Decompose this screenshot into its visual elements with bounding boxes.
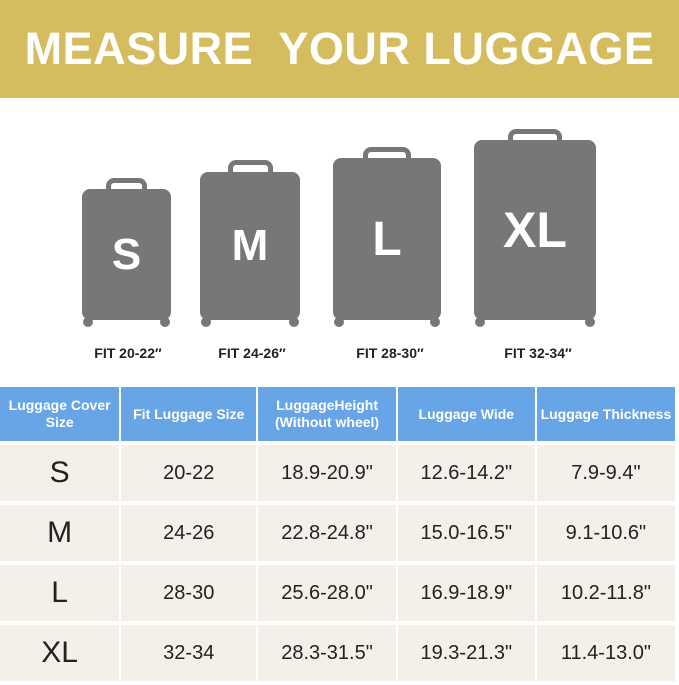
value-cell: 19.3-21.3" [397, 625, 535, 681]
value-cell: 18.9-20.9" [258, 445, 396, 501]
wheel-icon [585, 317, 595, 327]
value-cell: 28.3-31.5" [258, 625, 396, 681]
value-cell: 11.4-13.0" [536, 625, 675, 681]
wheel-icon [430, 317, 440, 327]
handle-icon [362, 147, 412, 163]
value-cell: 22.8-24.8" [258, 505, 396, 561]
table-row: L 28-30 25.6-28.0" 16.9-18.9" 10.2-11.8" [0, 565, 675, 621]
value-cell: 9.1-10.6" [536, 505, 675, 561]
value-cell: 25.6-28.0" [258, 565, 396, 621]
wheel-icon [289, 317, 299, 327]
suitcase-label: L [333, 158, 441, 320]
suitcase-label: M [200, 172, 300, 320]
column-header: Luggage Thickness [536, 387, 675, 441]
handle-icon [106, 178, 147, 194]
suitcase-label: S [82, 189, 171, 320]
wheel-icon [160, 317, 170, 327]
wheel-icon [334, 317, 344, 327]
wheel-icon [475, 317, 485, 327]
value-cell: 16.9-18.9" [397, 565, 535, 621]
size-table: Luggage Cover Size Fit Luggage Size Luggag… [0, 383, 677, 685]
table-row: M 24-26 22.8-24.8" 15.0-16.5" 9.1-10.6" [0, 505, 675, 561]
column-header: Fit Luggage Size [121, 387, 257, 441]
title-banner: MEASURE YOUR LUGGAGE [0, 0, 679, 98]
size-cell: S [0, 445, 120, 501]
fit-label: FIT 28-30″ [356, 345, 424, 361]
size-cell: L [0, 565, 120, 621]
value-cell: 24-26 [121, 505, 257, 561]
table-row: S 20-22 18.9-20.9" 12.6-14.2" 7.9-9.4" [0, 445, 675, 501]
column-header: Luggage Cover Size [0, 387, 120, 441]
value-cell: 32-34 [121, 625, 257, 681]
value-cell: 20-22 [121, 445, 257, 501]
handle-icon [507, 129, 563, 145]
table-header-row: Luggage Cover Size Fit Luggage Size Luggag… [0, 387, 675, 441]
value-cell: 7.9-9.4" [536, 445, 675, 501]
size-cell: M [0, 505, 120, 561]
column-header: Luggage Wide [397, 387, 535, 441]
suitcase-label: XL [474, 140, 596, 320]
value-cell: 10.2-11.8" [536, 565, 675, 621]
fit-label: FIT 32-34″ [504, 345, 572, 361]
wheel-icon [83, 317, 93, 327]
column-header: LuggageHeight (Without wheel) [258, 387, 396, 441]
handle-icon [227, 160, 273, 176]
page-title: MEASURE YOUR LUGGAGE [24, 23, 655, 74]
table-row: XL 32-34 28.3-31.5" 19.3-21.3" 11.4-13.0" [0, 625, 675, 681]
size-cell: XL [0, 625, 120, 681]
value-cell: 12.6-14.2" [397, 445, 535, 501]
fit-label: FIT 24-26″ [218, 345, 286, 361]
fit-label: FIT 20-22″ [94, 345, 162, 361]
wheel-icon [201, 317, 211, 327]
value-cell: 15.0-16.5" [397, 505, 535, 561]
value-cell: 28-30 [121, 565, 257, 621]
